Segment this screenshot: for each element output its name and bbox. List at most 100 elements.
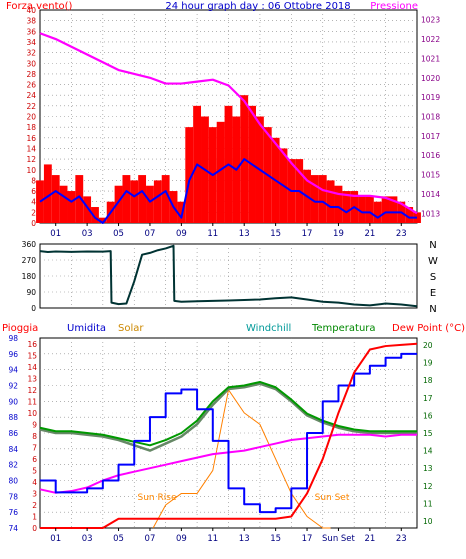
pressure-y-tick-label: 1022 <box>421 35 440 44</box>
x-tick-label: 23 <box>396 229 407 239</box>
legend-dewpoint: Dew Point (°C) <box>392 323 465 334</box>
gust-bar <box>185 127 194 223</box>
compass-tick-label: N <box>429 240 436 251</box>
gust-bar <box>373 201 382 223</box>
x-tick-label: 01 <box>50 229 61 239</box>
windchill-line <box>39 382 417 452</box>
x-tick-label: 13 <box>239 534 250 544</box>
direction-series <box>39 244 418 308</box>
temp-y-tick-label: 13 <box>423 464 433 473</box>
multi-ticks: 7476788082848688909294969801234567891011… <box>8 334 432 544</box>
solar-line <box>152 389 331 529</box>
gust-bar <box>342 191 351 223</box>
wind-y-tick-label: 20 <box>26 113 36 122</box>
sun-rise-label: Sun Rise <box>138 493 177 503</box>
rain-y-tick-label: 9 <box>32 420 37 429</box>
rain-y-tick-label: 4 <box>32 478 37 487</box>
legend-temperature: Temperatura <box>311 323 376 334</box>
direction-y-tick-label: 180 <box>22 272 37 281</box>
x-tick-label: Sun Set <box>322 534 355 544</box>
x-tick-label: 17 <box>302 229 313 239</box>
wind-y-tick-label: 18 <box>26 123 36 132</box>
pressure-y-tick-label: 1020 <box>421 74 440 83</box>
rain-y-tick-label: 15 <box>27 351 37 360</box>
x-tick-label: 05 <box>113 229 124 239</box>
direction-y-tick-label: 0 <box>31 304 36 313</box>
rain-y-tick-label: 8 <box>32 432 37 441</box>
wind-y-tick-label: 16 <box>26 134 36 143</box>
rain-y-tick-label: 3 <box>32 489 37 498</box>
temp-y-tick-label: 18 <box>423 376 433 385</box>
gust-bar <box>51 175 60 223</box>
wind-y-tick-label: 24 <box>26 91 36 100</box>
pressure-y-tick-label: 1013 <box>421 209 440 218</box>
compass-tick-label: S <box>430 272 436 283</box>
wind-y-tick-label: 8 <box>31 176 36 185</box>
gust-bar <box>405 207 414 223</box>
gust-bar <box>365 196 374 223</box>
humidity-y-tick-label: 80 <box>8 477 18 486</box>
temp-y-tick-label: 12 <box>423 482 433 491</box>
x-tick-label: 23 <box>396 534 407 544</box>
sun-set-label: Sun Set <box>315 493 350 503</box>
pressure-axis-label: Pressione <box>370 1 418 12</box>
compass-tick-label: N <box>429 304 436 315</box>
gust-bar <box>161 175 170 223</box>
pressure-y-tick-label: 1016 <box>421 151 440 160</box>
pressure-y-tick-label: 1023 <box>421 16 440 25</box>
direction-y-tick-label: 360 <box>22 240 37 249</box>
x-tick-label: 15 <box>270 229 281 239</box>
humidity-y-tick-label: 86 <box>8 429 18 438</box>
x-tick-label: 09 <box>176 229 187 239</box>
x-tick-label: 13 <box>239 229 250 239</box>
pressure-y-tick-label: 1017 <box>421 132 440 141</box>
x-tick-label: 03 <box>82 534 93 544</box>
rain-y-tick-label: 12 <box>27 386 37 395</box>
gust-bar <box>389 196 398 223</box>
pressure-y-tick-label: 1015 <box>421 171 440 180</box>
x-tick-label: 03 <box>82 229 93 239</box>
rain-y-tick-label: 5 <box>32 466 37 475</box>
rain-y-tick-label: 13 <box>27 374 37 383</box>
direction-grid <box>40 244 417 308</box>
gust-bar <box>130 180 139 223</box>
wind-y-tick-label: 30 <box>26 59 36 68</box>
gust-bar <box>43 164 52 223</box>
wind-y-tick-label: 28 <box>26 70 36 79</box>
wind-y-tick-label: 2 <box>31 208 36 217</box>
gust-bar <box>75 175 84 223</box>
humidity-y-tick-label: 78 <box>8 492 18 501</box>
x-tick-label: 21 <box>364 534 375 544</box>
gust-bar <box>334 185 343 223</box>
humidity-y-tick-label: 92 <box>8 382 18 391</box>
humidity-y-tick-label: 82 <box>8 461 18 470</box>
temp-y-tick-label: 10 <box>423 517 433 526</box>
gust-bar <box>91 207 99 223</box>
gust-bar <box>358 196 366 223</box>
speed-line <box>39 158 417 224</box>
x-tick-label: 11 <box>207 229 218 239</box>
humidity-y-tick-label: 88 <box>8 413 18 422</box>
wind-y-tick-label: 38 <box>26 17 36 26</box>
wind-y-tick-label: 40 <box>26 6 36 15</box>
rain-y-tick-label: 6 <box>32 455 37 464</box>
rain-y-tick-label: 7 <box>32 443 37 452</box>
temp-y-tick-label: 20 <box>423 341 433 350</box>
wind-y-tick-label: 14 <box>26 144 36 153</box>
humidity-y-tick-label: 76 <box>8 508 18 517</box>
wind-y-tick-label: 12 <box>26 155 36 164</box>
rain-y-tick-label: 0 <box>32 524 37 533</box>
humidity-y-tick-label: 98 <box>8 334 18 343</box>
x-tick-label: 21 <box>364 229 375 239</box>
wind-pressure-chart: 0246810121416182022242628303234363840101… <box>6 1 440 239</box>
wind-y-tick-label: 32 <box>26 49 36 58</box>
gust-bar <box>114 185 123 223</box>
gust-bar <box>216 121 225 223</box>
humidity-line <box>40 352 417 514</box>
x-tick-label: 07 <box>145 229 156 239</box>
gust-bar <box>122 175 131 223</box>
rain-y-tick-label: 1 <box>32 512 37 521</box>
rain-y-tick-label: 10 <box>27 409 37 418</box>
